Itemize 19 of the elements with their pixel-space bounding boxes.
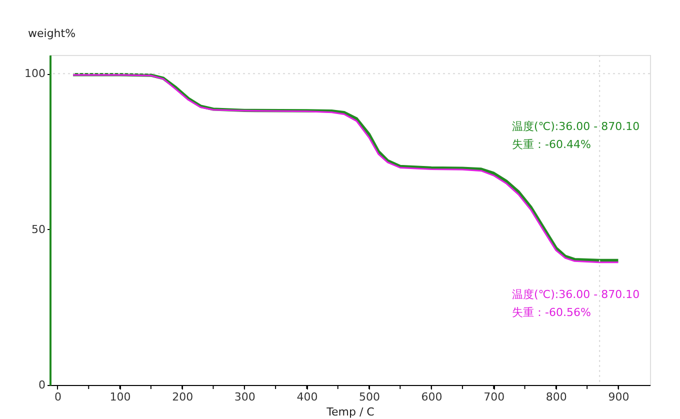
x-tick-label: 300 [234,390,256,404]
x-tick-label: 100 [110,390,131,404]
y-tick-label: 100 [24,67,46,80]
annotation: 温度(℃):36.00 - 870.10 [512,288,640,301]
x-tick-label: 700 [484,390,505,404]
y-tick-label: 50 [32,222,46,236]
annotation: 失重：-60.44% [512,138,591,151]
y-axis-title: weight% [28,27,76,40]
x-tick-label: 800 [546,390,567,404]
x-tick-label: 400 [296,390,318,404]
x-tick-label: 600 [421,390,442,404]
x-tick-label: 0 [54,390,62,404]
x-tick-label: 200 [172,390,194,404]
annotation: 失重：-60.56% [512,306,591,319]
x-axis-title: Temp / C [326,406,375,418]
annotation: 温度(℃):36.00 - 870.10 [512,120,640,133]
y-tick-label: 0 [38,378,46,392]
x-tick-label: 500 [359,390,380,404]
x-tick-label: 900 [608,390,630,404]
